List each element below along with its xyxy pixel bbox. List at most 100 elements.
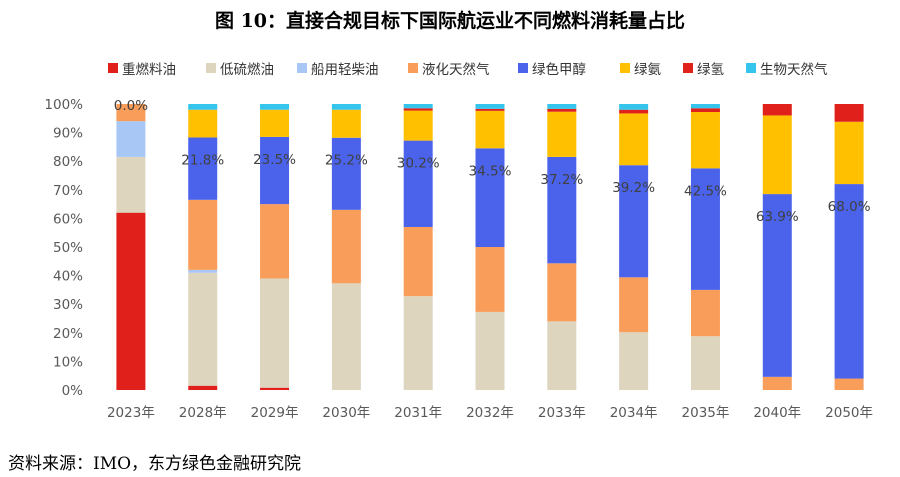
y-tick-label: 80% — [53, 154, 83, 170]
bar-segment — [475, 108, 505, 111]
legend-label: 低硫燃油 — [220, 62, 274, 78]
bar-segment — [403, 226, 433, 297]
x-tick-label: 2032年 — [466, 405, 514, 421]
legend-swatch — [746, 63, 756, 73]
data-label: 68.0% — [828, 199, 871, 215]
x-tick-label: 2028年 — [179, 405, 227, 421]
bar-segment — [331, 137, 361, 210]
y-tick-label: 40% — [53, 269, 83, 285]
legend-label: 船用轻柴油 — [311, 62, 379, 78]
data-label: 37.2% — [540, 172, 583, 188]
bar-segment — [260, 104, 290, 110]
bar-segment — [619, 104, 649, 110]
bar-segment — [619, 109, 649, 114]
bar-segment — [331, 104, 361, 110]
data-label: 34.5% — [469, 163, 512, 179]
bar-segment — [834, 378, 864, 390]
bar-segment — [762, 115, 792, 195]
bar-segment — [762, 104, 792, 116]
legend-label: 液化天然气 — [422, 62, 490, 78]
legend-item: 低硫燃油 — [206, 58, 274, 78]
bar-segment — [188, 104, 218, 110]
source-note: 资料来源：IMO，东方绿色金融研究院 — [8, 454, 302, 474]
legend-swatch — [620, 63, 630, 73]
y-tick-label: 30% — [53, 297, 83, 313]
bar-segment — [619, 165, 649, 278]
bar-segment — [331, 283, 361, 390]
legend-swatch — [408, 63, 418, 73]
legend-item: 液化天然气 — [408, 58, 490, 78]
bar-segment — [690, 168, 720, 290]
chart-legend: 重燃料油 低硫燃油 船用轻柴油 液化天然气 绿色甲醇 绿氨 绿氢 生物天然气 — [0, 58, 900, 78]
y-tick-label: 10% — [53, 354, 83, 370]
bar-segment — [690, 336, 720, 390]
bar-segment — [834, 184, 864, 379]
bar-segment — [547, 108, 577, 112]
bar-segment — [475, 148, 505, 247]
legend-item: 生物天然气 — [746, 58, 828, 78]
x-tick-label: 2029年 — [251, 405, 299, 421]
legend-label: 绿氨 — [634, 62, 661, 78]
y-tick-label: 0% — [62, 383, 84, 399]
bar-segment — [188, 137, 218, 200]
bar-segment — [188, 269, 218, 273]
bar-segment — [403, 140, 433, 227]
data-label: 39.2% — [612, 180, 655, 196]
legend-label: 绿氢 — [697, 62, 724, 78]
data-label: 25.2% — [325, 153, 368, 169]
data-label: 42.5% — [684, 183, 727, 199]
bar-segment — [834, 104, 864, 122]
legend-item: 绿氢 — [683, 58, 724, 78]
bar-segment — [690, 108, 720, 113]
bar-segment — [834, 121, 864, 185]
x-tick-label: 2023年 — [107, 405, 155, 421]
bar-segment — [331, 109, 361, 138]
y-tick-label: 100% — [44, 97, 83, 113]
bar-segment — [690, 289, 720, 337]
bar-segment — [547, 111, 577, 157]
data-label: 21.8% — [181, 152, 224, 168]
x-tick-label: 2030年 — [322, 405, 370, 421]
data-label: 23.5% — [253, 152, 296, 168]
y-tick-label: 70% — [53, 183, 83, 199]
legend-item: 绿氨 — [620, 58, 661, 78]
x-tick-label: 2050年 — [825, 405, 873, 421]
bar-segment — [762, 194, 792, 377]
data-label: 63.9% — [756, 209, 799, 225]
bar-segment — [690, 112, 720, 169]
legend-swatch — [518, 63, 528, 73]
chart-title: 图 10：直接合规目标下国际航运业不同燃料消耗量占比 — [214, 10, 686, 32]
bar-segment — [116, 156, 146, 213]
bar-segment — [475, 247, 505, 312]
bar-segment — [619, 113, 649, 166]
data-label: 0.0% — [114, 98, 148, 114]
bar-segment — [547, 263, 577, 322]
bar-segment — [188, 199, 218, 270]
bar-segment — [547, 321, 577, 390]
x-tick-label: 2040年 — [753, 405, 801, 421]
bar-segment — [475, 104, 505, 109]
legend-swatch — [683, 63, 693, 73]
y-tick-label: 60% — [53, 211, 83, 227]
legend-item: 船用轻柴油 — [297, 58, 379, 78]
bar-segment — [116, 212, 146, 390]
bar-segment — [403, 296, 433, 390]
bar-segment — [116, 121, 146, 157]
bar-segment — [547, 104, 577, 109]
bar-segment — [260, 387, 290, 390]
y-tick-label: 50% — [53, 240, 83, 256]
bar-segment — [188, 272, 218, 386]
legend-item: 绿色甲醇 — [518, 58, 586, 78]
legend-label: 绿色甲醇 — [532, 62, 586, 78]
bar-segment — [188, 385, 218, 390]
bar-segment — [547, 156, 577, 264]
bar-segment — [403, 104, 433, 109]
bar-segment — [331, 209, 361, 284]
bar-segment — [762, 376, 792, 390]
x-tick-label: 2033年 — [538, 405, 586, 421]
bar-segment — [475, 110, 505, 149]
bar-segment — [260, 109, 290, 137]
legend-swatch — [108, 63, 118, 73]
x-tick-label: 2031年 — [394, 405, 442, 421]
legend-item: 重燃料油 — [108, 58, 176, 78]
